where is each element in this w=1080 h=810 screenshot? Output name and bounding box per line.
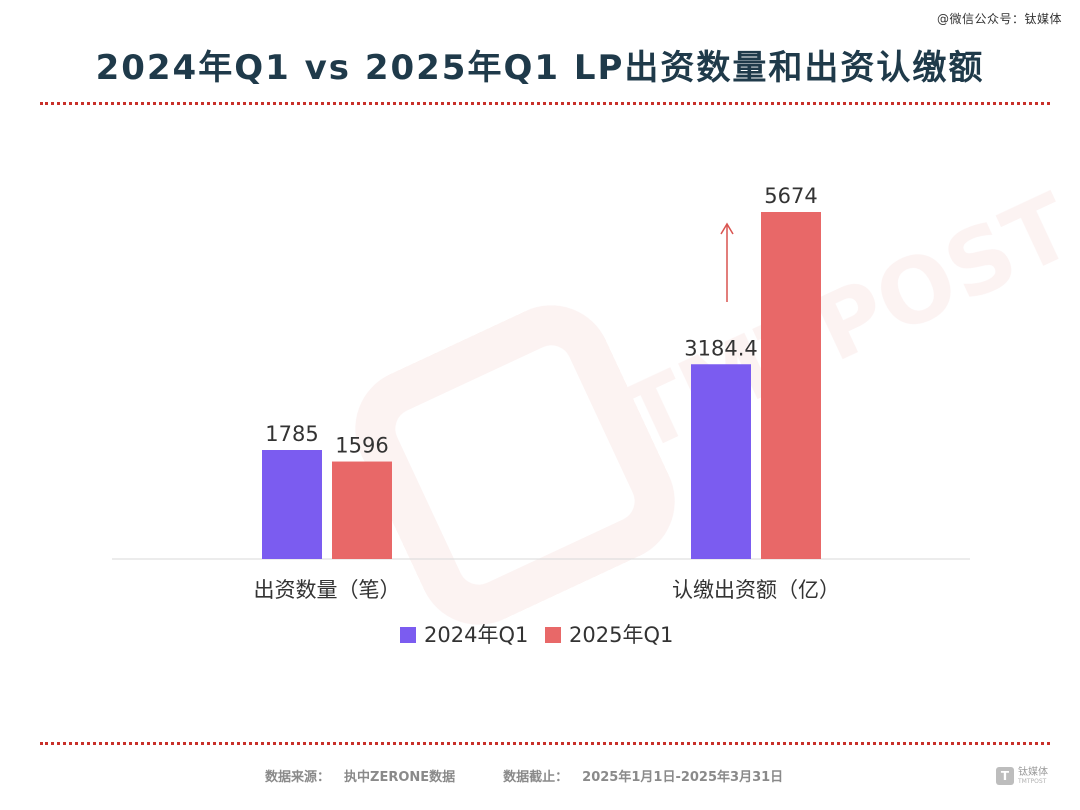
bar-2025q1-amount [761, 212, 821, 559]
legend-swatch [400, 627, 416, 643]
legend: 2024年Q1 2025年Q1 [400, 623, 673, 647]
legend-label: 2025年Q1 [569, 623, 673, 647]
legend-label: 2024年Q1 [424, 623, 528, 647]
chart-title: 2024年Q1 vs 2025年Q1 LP出资数量和出资认缴额 [95, 48, 985, 88]
category-label: 认缴出资额（亿） [672, 578, 840, 602]
logo-sub: TMTPOST [1018, 778, 1047, 785]
footer: 数据来源： 执中ZERONE数据 数据截止： 2025年1月1日-2025年3月31… [265, 766, 783, 785]
cutoff-value: 2025年1月1日-2025年3月31日 [582, 770, 784, 785]
category-label: 出资数量（笔） [254, 578, 401, 602]
source-label: 数据来源： [265, 770, 331, 785]
data-label: 5674 [764, 184, 817, 208]
brand-logo: T 钛媒体 TMTPOST [996, 762, 1064, 790]
bar-chart: TMTPOST 1785 1596 3184.4 5674 出资数量（笔） 认缴出资额（… [112, 174, 1080, 647]
bottom-divider [40, 742, 1050, 745]
bar-2024q1-amount [691, 364, 751, 559]
bar-2025q1-count [332, 461, 392, 559]
data-label: 3184.4 [684, 336, 757, 360]
logo-mark-icon: T [996, 767, 1014, 785]
cutoff-label: 数据截止： [503, 770, 569, 785]
legend-swatch [545, 627, 561, 643]
svg-text:TMTPOST: TMTPOST [608, 174, 1080, 472]
source-note: 数据来源： 执中ZERONE数据 [265, 766, 455, 785]
bar-2024q1-count [262, 450, 322, 559]
increase-arrow-icon [720, 222, 734, 302]
top-divider [40, 102, 1050, 105]
logo-name: 钛媒体 [1018, 767, 1048, 778]
cutoff-note: 数据截止： 2025年1月1日-2025年3月31日 [503, 766, 783, 785]
data-label: 1785 [265, 422, 318, 446]
credit-text: @微信公众号：钛媒体 [936, 12, 1062, 26]
source-value: 执中ZERONE数据 [344, 770, 456, 785]
data-label: 1596 [335, 434, 388, 458]
